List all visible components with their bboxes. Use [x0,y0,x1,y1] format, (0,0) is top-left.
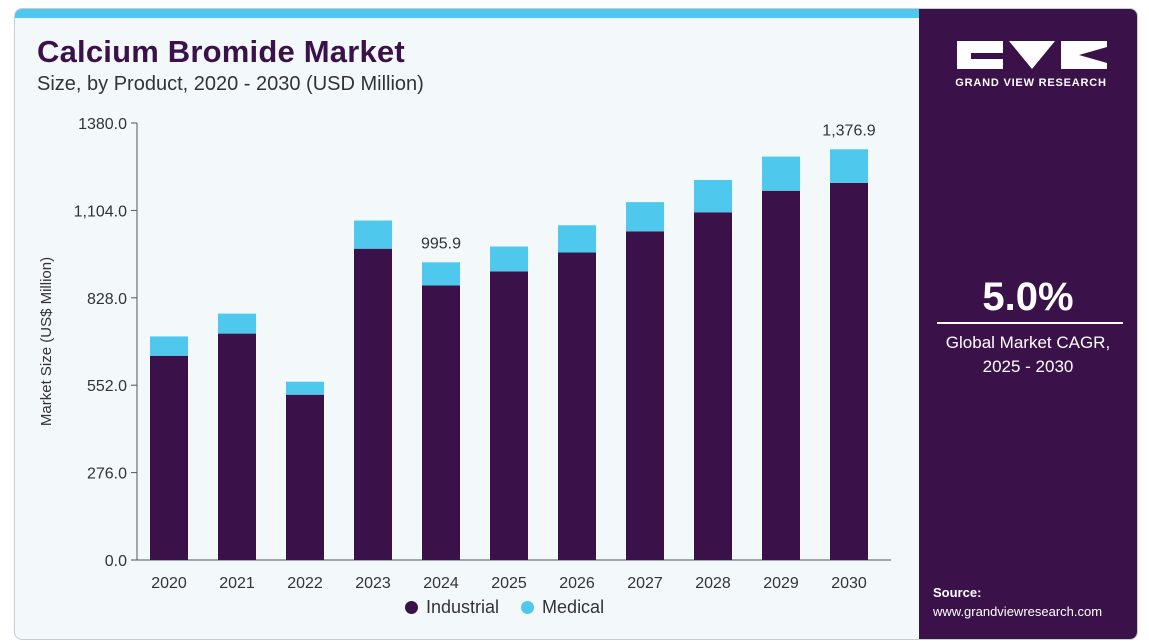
bar-medical-2029 [762,156,800,191]
data-label-2024: 995.9 [421,235,461,252]
bar-industrial-2030 [830,182,868,560]
x-tick-label: 2021 [219,575,255,592]
x-tick-label: 2024 [423,575,459,592]
legend-swatch-industrial [405,601,418,614]
bar-medical-2028 [694,180,732,213]
legend-label-industrial: Industrial [426,597,500,617]
data-label-2030: 1,376.9 [822,122,875,139]
gvr-logo-icon: GRAND VIEW RESEARCH [953,39,1109,89]
brand-name: GRAND VIEW RESEARCH [955,77,1107,89]
y-tick-label: 0.0 [105,553,127,570]
x-tick-label: 2029 [763,575,799,592]
source-label: Source: [933,585,982,600]
bar-industrial-2022 [286,394,324,560]
bar-industrial-2024 [422,285,460,560]
legend-swatch-medical [521,601,535,614]
bar-medical-2024 [422,262,460,286]
chart-legend: Industrial Medical [405,597,626,618]
bar-chart: 0.0 276.0 552.0 828.0 1,104.0 1380.0 Market Si… [38,116,891,592]
bar-medical-2026 [558,225,596,253]
cagr-label: Global Market CAGR, 2025 - 2030 [945,333,1111,376]
legend-item-medical: Medical [521,597,604,618]
x-tick-label: 2023 [355,575,391,592]
bar-medical-2030 [830,149,868,183]
source-url: www.grandviewresearch.com [933,604,1103,619]
bar-industrial-2027 [626,231,664,561]
y-axis-title: Market Size (US$ Million) [38,257,55,426]
info-panel: GRAND VIEW RESEARCH 5.0% Global Market C… [919,9,1137,639]
y-tick-label: 1,104.0 [74,203,127,220]
bar-industrial-2029 [762,190,800,560]
bar-industrial-2026 [558,252,596,560]
bar-medical-2020 [150,336,188,356]
bar-medical-2022 [286,381,324,395]
x-tick-label: 2030 [831,575,867,592]
bar-medical-2023 [354,220,392,249]
chart-subtitle: Size, by Product, 2020 - 2030 (USD Milli… [37,73,424,95]
cagr-value: 5.0% [982,275,1074,319]
x-tick-label: 2027 [627,575,663,592]
x-tick-label: 2022 [287,575,323,592]
x-tick-label: 2026 [559,575,595,592]
bar-industrial-2020 [150,355,188,560]
bar-medical-2021 [218,313,256,334]
bar-industrial-2023 [354,248,392,560]
chart-title: Calcium Bromide Market [37,34,405,69]
x-tick-label: 2020 [151,575,187,592]
y-tick-label: 1380.0 [78,116,127,133]
chart-card: Calcium Bromide Market Size, by Product,… [14,8,1138,640]
legend-label-medical: Medical [542,597,605,617]
bar-industrial-2028 [694,212,732,561]
y-tick-label: 276.0 [87,466,127,483]
bar-medical-2025 [490,246,528,272]
x-tick-label: 2028 [695,575,731,592]
bar-industrial-2025 [490,271,528,560]
logo-mark [957,41,1107,69]
bar-medical-2027 [626,202,664,232]
accent-top-bar [15,9,919,18]
y-tick-label: 552.0 [87,378,127,395]
cagr-divider [937,322,1123,324]
bar-industrial-2021 [218,333,256,560]
legend-item-industrial: Industrial [405,597,499,618]
x-tick-label: 2025 [491,575,527,592]
y-tick-label: 828.0 [87,291,127,308]
